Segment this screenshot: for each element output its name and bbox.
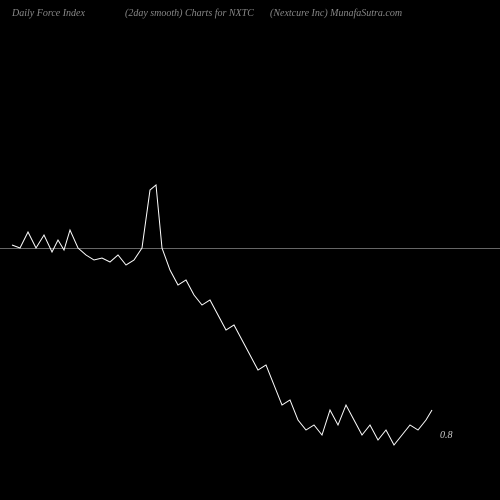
series-polyline <box>12 185 432 445</box>
title-left: Daily Force Index <box>12 8 85 19</box>
title-center: (2day smooth) Charts for NXTC <box>125 8 254 19</box>
chart-header: Daily Force Index (2day smooth) Charts f… <box>0 8 500 28</box>
end-value-label: 0.8 <box>440 430 453 441</box>
force-index-line <box>0 30 500 500</box>
chart-area: 0.8 <box>0 30 500 500</box>
title-right: (Nextcure Inc) MunafaSutra.com <box>270 8 402 19</box>
